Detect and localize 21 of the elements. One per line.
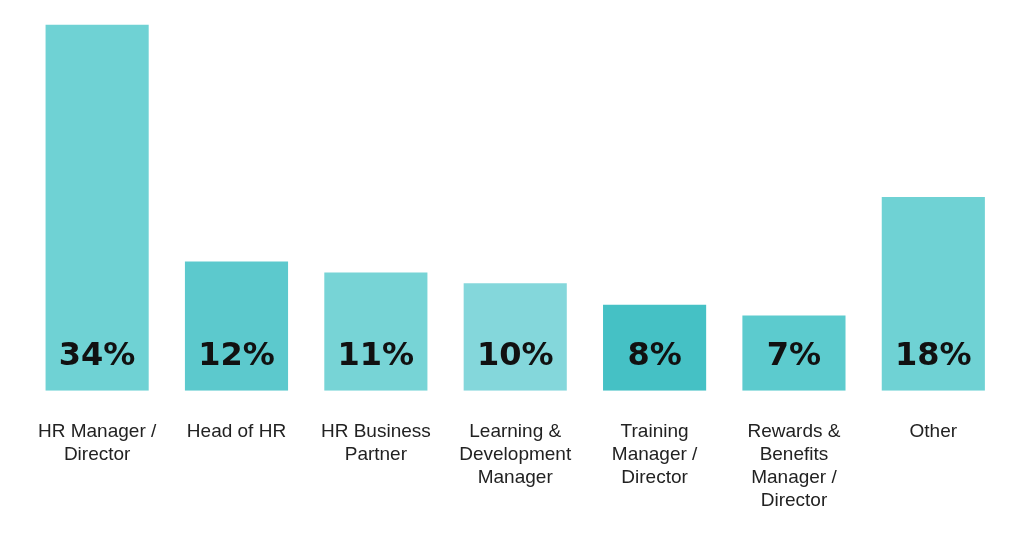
- data-label: 8%: [627, 335, 682, 374]
- bar: [463, 283, 567, 391]
- bar: [324, 272, 428, 391]
- bar: [45, 24, 149, 391]
- x-tick-label: Other: [909, 420, 958, 442]
- bar: [742, 315, 846, 391]
- x-tick-label: Head of HR: [186, 420, 287, 442]
- bar: [881, 197, 985, 391]
- x-tick-label: HR Business Partner: [320, 420, 431, 465]
- data-label: 34%: [58, 335, 136, 374]
- x-tick-label: HR Manager / Director: [37, 420, 157, 465]
- bar: [184, 261, 289, 391]
- bar: [603, 304, 707, 391]
- x-tick-label: Rewards & Benefits Manager / Director: [747, 420, 841, 510]
- data-label: 11%: [337, 335, 415, 374]
- data-label: 18%: [895, 335, 972, 374]
- data-label: 10%: [476, 335, 554, 374]
- data-label: 12%: [198, 335, 275, 374]
- x-tick-label: Training Manager / Director: [611, 420, 699, 488]
- x-tick-label: Learning & Development Manager: [459, 420, 572, 488]
- data-label: 7%: [766, 335, 822, 374]
